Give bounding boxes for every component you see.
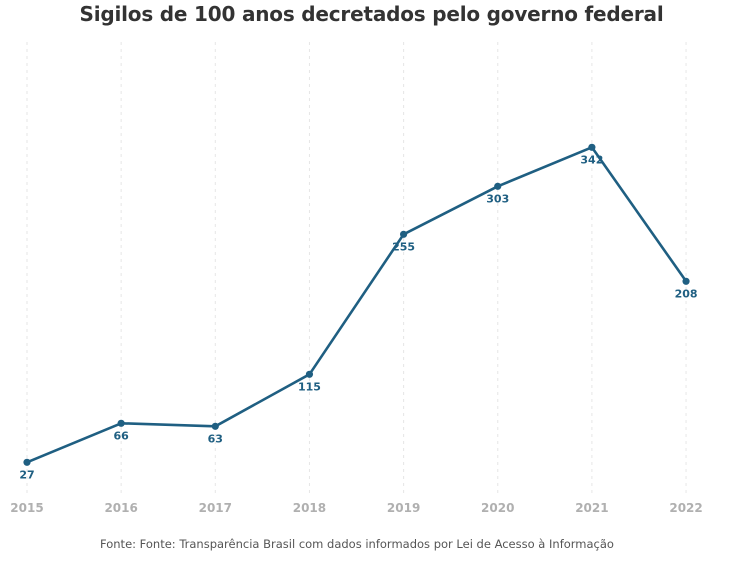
data-point-2022 <box>682 277 690 285</box>
x-tick-2022: 2022 <box>669 501 702 515</box>
x-tick-2016: 2016 <box>104 501 137 515</box>
data-points <box>23 143 690 466</box>
x-tick-2019: 2019 <box>387 501 420 515</box>
data-label-2020: 303 <box>486 192 509 205</box>
x-tick-2020: 2020 <box>481 501 514 515</box>
grid-lines <box>26 42 687 494</box>
data-label-2017: 63 <box>208 432 223 445</box>
series-lines <box>25 146 688 464</box>
chart-title: Sigilos de 100 anos decretados pelo gove… <box>79 2 664 26</box>
x-axis-ticks: 2015 2016 2017 2018 2019 2020 2021 2022 <box>10 501 702 515</box>
data-label-2019: 255 <box>392 240 415 253</box>
data-label-2016: 66 <box>113 429 129 442</box>
x-tick-2018: 2018 <box>293 501 326 515</box>
chart-source: Fonte: Fonte: Transparência Brasil com d… <box>100 537 614 551</box>
data-point-2017 <box>211 422 219 430</box>
data-label-2022: 208 <box>675 287 698 300</box>
x-tick-2021: 2021 <box>575 501 608 515</box>
data-label-2015: 27 <box>19 468 34 481</box>
data-label-2018: 115 <box>298 380 321 393</box>
data-point-2021 <box>588 143 596 151</box>
data-point-2016 <box>117 419 125 427</box>
series-line-0 <box>25 146 688 464</box>
x-tick-2015: 2015 <box>10 501 43 515</box>
data-point-2018 <box>305 370 314 378</box>
x-tick-2017: 2017 <box>199 501 232 515</box>
data-point-2019 <box>400 230 408 238</box>
data-label-2021: 342 <box>580 153 603 166</box>
data-labels: 27 66 63 115 255 303 342 208 <box>19 153 697 481</box>
data-point-2020 <box>494 182 502 190</box>
data-point-2015 <box>23 458 31 466</box>
